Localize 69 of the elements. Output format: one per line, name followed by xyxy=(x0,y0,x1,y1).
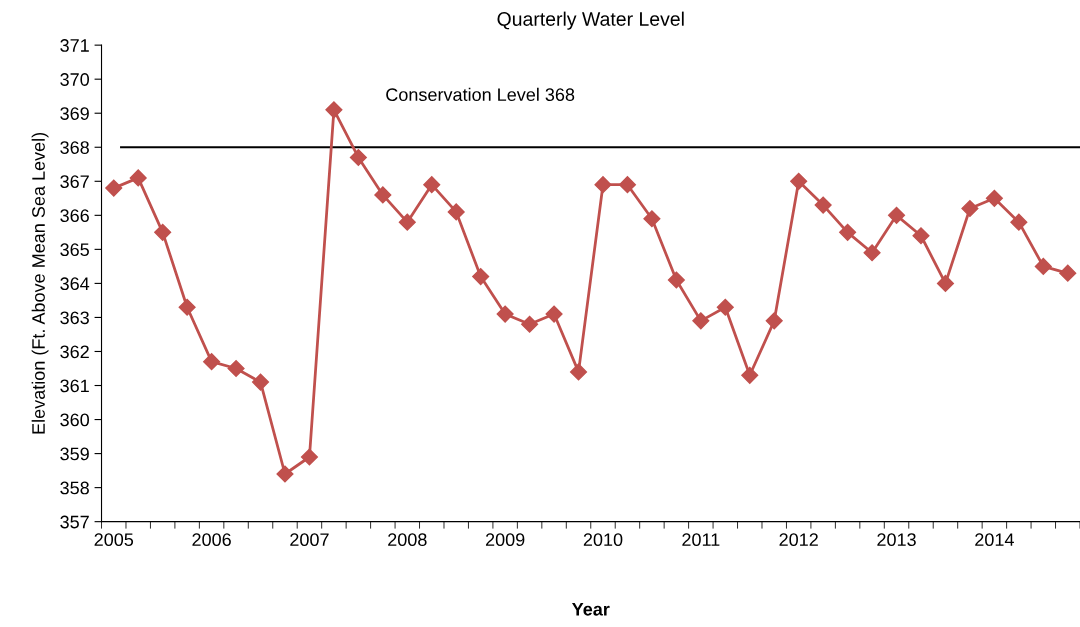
x-tick-label: 2007 xyxy=(290,533,329,547)
y-tick-label: 364 xyxy=(60,277,90,291)
y-tick-label: 362 xyxy=(60,345,89,359)
point xyxy=(349,148,367,167)
point xyxy=(1034,257,1052,275)
y-tick-label: 358 xyxy=(60,481,89,495)
y-tick-label: 357 xyxy=(60,515,89,529)
point xyxy=(154,223,172,241)
point xyxy=(961,199,979,218)
point xyxy=(398,213,416,231)
x-tick-label: 2005 xyxy=(94,533,134,547)
x-axis-title: Year xyxy=(571,603,610,616)
point xyxy=(569,363,588,381)
y-tick-label: 367 xyxy=(60,175,89,189)
point xyxy=(985,189,1003,207)
point xyxy=(936,274,955,292)
point xyxy=(741,366,759,384)
point xyxy=(839,223,857,241)
point xyxy=(814,196,832,214)
x-tick-label: 2014 xyxy=(975,533,1014,547)
point xyxy=(472,268,490,286)
ref-line-label: Conservation Level 368 xyxy=(386,87,575,102)
point xyxy=(716,298,734,316)
point xyxy=(618,176,637,194)
y-tick-label: 360 xyxy=(60,413,90,427)
point xyxy=(300,448,318,466)
y-tick-label: 370 xyxy=(60,73,90,86)
x-tick-label: 2008 xyxy=(388,533,427,547)
x-tick-label: 2010 xyxy=(583,533,623,547)
x-tick-label: 2009 xyxy=(485,533,525,547)
point xyxy=(423,176,441,194)
y-tick-label: 363 xyxy=(60,311,89,325)
point xyxy=(912,227,930,245)
point xyxy=(594,176,612,194)
point xyxy=(521,315,539,333)
point xyxy=(203,353,221,371)
point xyxy=(887,206,906,224)
point xyxy=(105,179,123,197)
y-tick-label: 365 xyxy=(60,243,89,257)
point xyxy=(129,169,147,187)
x-tick-label: 2013 xyxy=(877,533,916,547)
point xyxy=(178,298,196,316)
point xyxy=(765,312,783,330)
point xyxy=(667,271,685,289)
point xyxy=(276,465,294,483)
point xyxy=(1059,264,1077,282)
y-tick-label: 361 xyxy=(60,379,89,393)
point xyxy=(790,172,808,190)
y-tick-label: 369 xyxy=(60,107,89,120)
y-tick-label: 366 xyxy=(60,209,89,223)
point xyxy=(227,359,245,378)
point xyxy=(863,244,881,262)
point xyxy=(374,186,392,204)
y-axis-title: Elevation (Ft. Above Mean Sea Level) xyxy=(31,132,49,434)
point xyxy=(1010,213,1028,231)
y-tick-label: 359 xyxy=(60,447,89,461)
chart-title: Quarterly Water Level xyxy=(497,11,684,30)
x-tick-label: 2012 xyxy=(779,533,818,547)
point xyxy=(251,373,270,391)
point xyxy=(643,210,661,228)
x-tick-label: 2006 xyxy=(192,533,231,547)
point xyxy=(447,203,465,221)
x-tick-label: 2011 xyxy=(682,533,720,547)
y-tick-label: 368 xyxy=(60,141,89,154)
point xyxy=(325,101,343,119)
point xyxy=(692,312,710,330)
point xyxy=(545,305,563,323)
y-tick-label: 371 xyxy=(60,39,89,52)
point xyxy=(496,305,514,323)
